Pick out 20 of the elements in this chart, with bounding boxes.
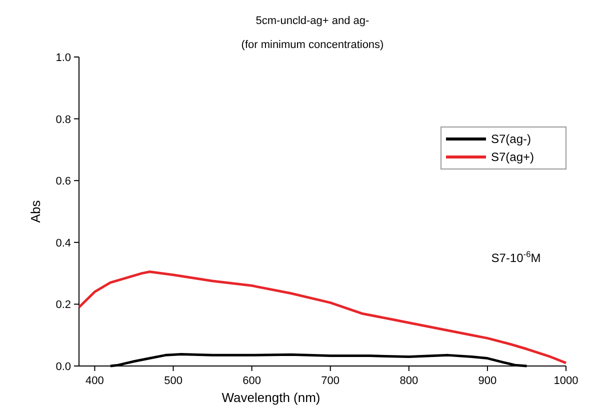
y-tick-label: 0.6 xyxy=(56,176,71,188)
legend-label: S7(ag+) xyxy=(491,150,534,164)
y-tick-label: 0.2 xyxy=(56,299,71,312)
legend-label: S7(ag-) xyxy=(491,132,532,146)
x-tick-label: 400 xyxy=(86,375,104,387)
x-tick-label: 1000 xyxy=(554,375,578,387)
x-tick-label: 800 xyxy=(400,375,418,387)
y-tick-label: 0.4 xyxy=(56,237,71,250)
x-tick-label: 500 xyxy=(164,375,182,387)
y-tick-label: 0.0 xyxy=(56,361,71,373)
y-tick-label: 0.8 xyxy=(56,114,71,126)
annotation: S7-10$^{-6}$M xyxy=(491,249,541,265)
x-tick-label: 700 xyxy=(321,375,340,387)
chart-subtitle: (for minimum concentrations) xyxy=(241,39,384,51)
x-axis-title: Wavelength (nm) xyxy=(222,390,320,405)
y-tick-label: 1.0 xyxy=(56,52,71,64)
x-tick-label: 600 xyxy=(242,375,261,387)
y-axis-title: Abs xyxy=(28,200,43,223)
chart-title: 5cm-uncld-ag+ and ag- xyxy=(256,15,370,27)
x-tick-label: 900 xyxy=(478,375,497,387)
